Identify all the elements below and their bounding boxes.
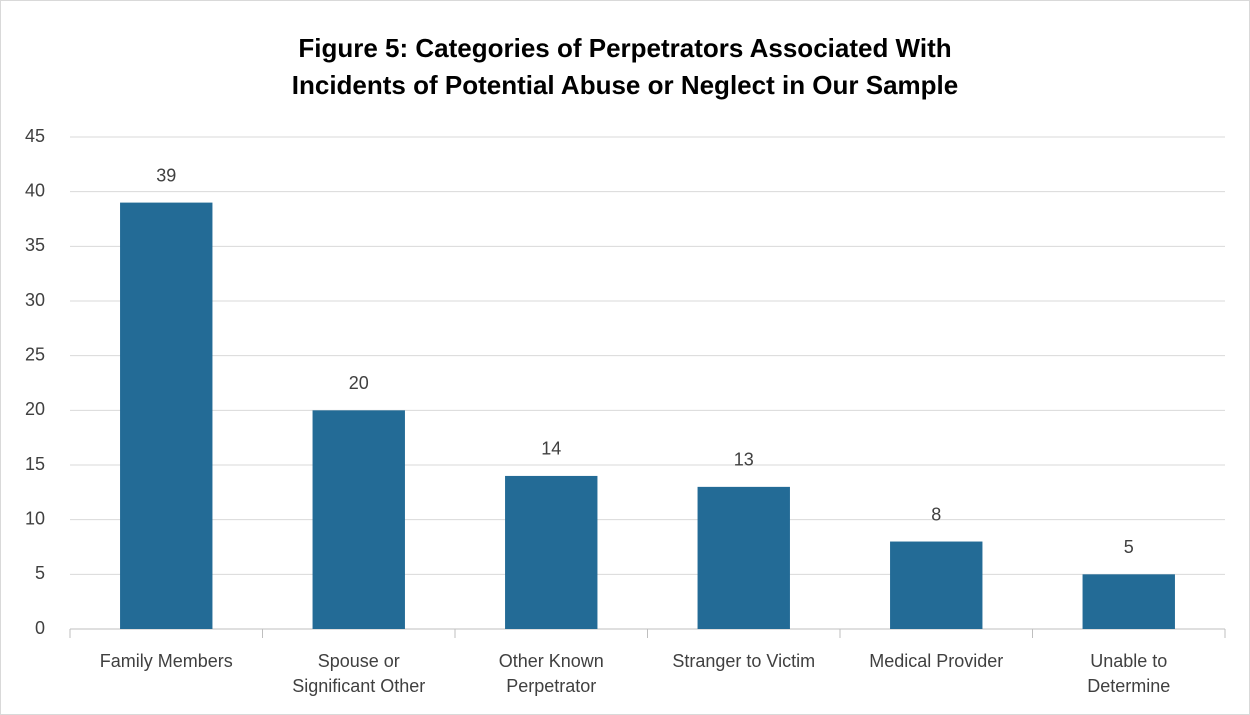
bar [890,541,983,629]
bar [1082,574,1175,629]
value-label: 39 [156,165,176,185]
bar [505,475,598,629]
y-tick-label: 10 [25,508,45,528]
x-tick-label: Unable to Determine [1087,651,1171,696]
value-label: 5 [1124,537,1134,557]
chart-title: Figure 5: Categories of Perpetrators Ass… [291,33,959,100]
y-tick-label: 20 [25,399,45,419]
y-tick-label: 5 [35,563,45,583]
y-tick-label: 40 [25,180,45,200]
value-label: 14 [541,439,561,459]
bar [120,202,213,629]
y-tick-label: 15 [25,454,45,474]
x-tick-label: Stranger to Victim [672,651,816,671]
bar [312,410,405,629]
x-tick-label: Spouse or Significant Other [292,651,426,696]
value-label: 8 [931,504,941,524]
value-label: 13 [734,450,754,470]
y-tick-label: 0 [35,618,45,638]
value-label: 20 [349,373,369,393]
bar [697,486,790,629]
y-tick-label: 30 [25,290,45,310]
x-tick-label: Family Members [99,651,233,671]
y-tick-label: 35 [25,235,45,255]
y-tick-label: 45 [25,126,45,146]
x-tick-label: Medical Provider [869,651,1004,671]
x-tick-label: Other Known Perpetrator [498,651,604,696]
y-tick-label: 25 [25,344,45,364]
